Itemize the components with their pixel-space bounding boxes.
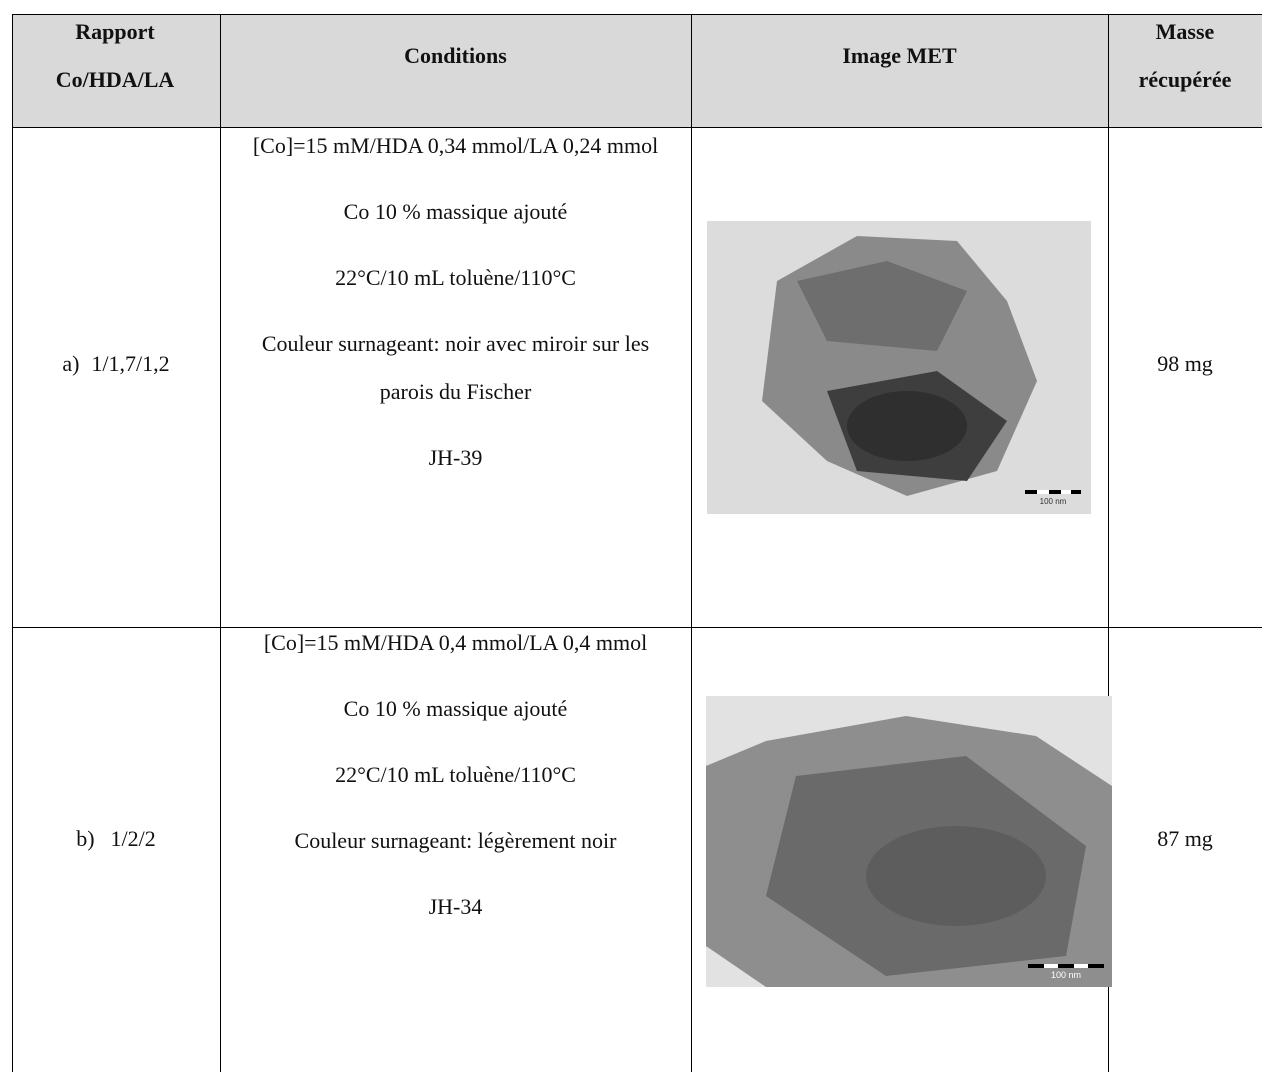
header-cell: Masse récupérée [1138, 19, 1232, 92]
condition: [Co]=15 mM/HDA 0,4 mmol/LA 0,4 mmol [263, 630, 648, 655]
conditions: [Co]=15 mM/HDA 0,4 mmol/LA 0,4 mmol Co 1… [220, 619, 691, 949]
tem-image: 100 nm [707, 221, 1091, 514]
row-label: b) [76, 826, 95, 851]
border [691, 14, 692, 1072]
ratio-cell: a) 1/1,7/1,2 [12, 340, 220, 388]
border [12, 127, 1262, 128]
border [12, 14, 1262, 15]
condition: [Co]=15 mM/HDA 0,34 mmol/LA 0,24 mmol [252, 133, 659, 158]
mass: 87 mg [1157, 826, 1213, 851]
header-cell: Rapport Co/HDA/LA [55, 19, 175, 92]
scale-bar-label: 100 nm [1040, 497, 1067, 506]
condition: JH-34 [428, 894, 483, 919]
tem-image: 100 nm [706, 696, 1112, 987]
mass: 98 mg [1157, 351, 1213, 376]
condition: 22°C/10 mL toluène/110°C [335, 762, 576, 787]
border [220, 14, 221, 1072]
border [12, 14, 13, 1072]
border [1108, 14, 1109, 1072]
condition: Co 10 % massique ajouté [343, 696, 568, 721]
condition: Couleur surnageant: légèrement noir [294, 828, 617, 853]
condition: 22°C/10 mL toluène/110°C [335, 265, 576, 290]
scale-bar-label: 100 nm [1051, 970, 1081, 980]
condition: Couleur surnageant: noir avec miroir sur… [261, 331, 650, 404]
condition: Co 10 % massique ajouté [343, 199, 568, 224]
conditions: [Co]=15 mM/HDA 0,34 mmol/LA 0,24 mmol Co… [220, 122, 691, 500]
header-cell: Conditions [404, 43, 507, 68]
ratio: 1/1,7/1,2 [91, 351, 170, 376]
ratio: 1/2/2 [110, 826, 156, 851]
ratio-cell: b) 1/2/2 [12, 815, 220, 863]
header-cell: Image MET [842, 43, 957, 68]
condition: JH-39 [428, 445, 483, 470]
border [12, 627, 1262, 628]
row-label: a) [62, 351, 80, 376]
